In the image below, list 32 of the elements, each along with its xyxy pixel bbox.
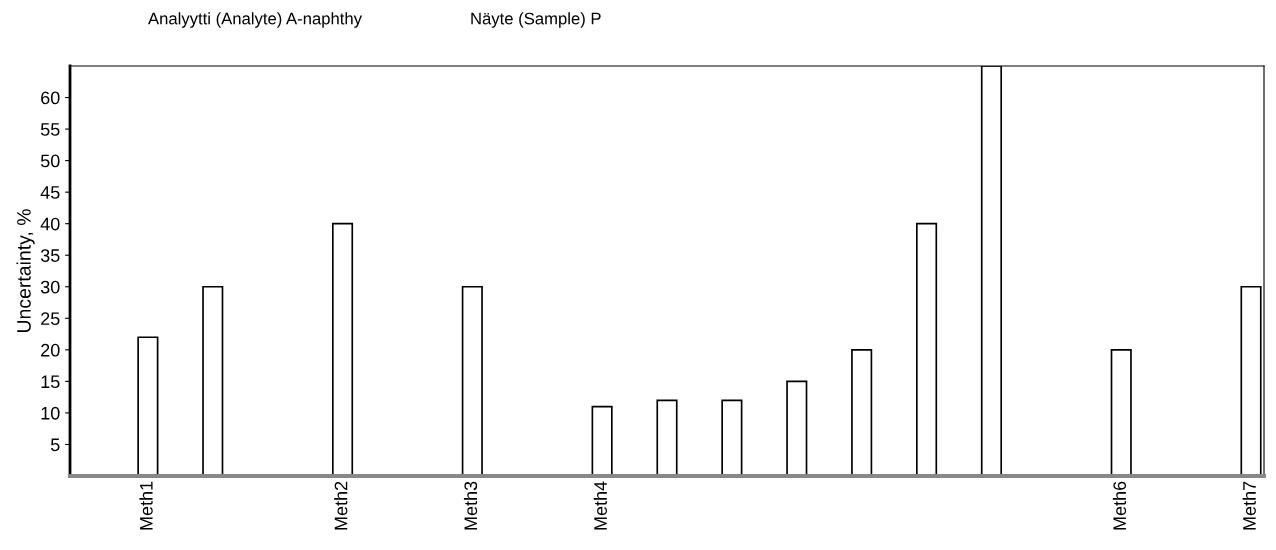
bar [202,285,224,476]
x-tick-label: Meth3 [463,481,478,530]
y-tick-label: 30 [40,280,60,294]
bar [137,336,159,476]
x-tick-label: Meth7 [1242,481,1256,530]
y-tick-label: 50 [40,154,60,168]
x-tick-label: Meth4 [593,481,607,530]
bar [786,380,808,476]
y-tick-label: 60 [41,91,60,105]
y-tick-label: 5 [50,438,60,452]
y-tick-label: 55 [40,123,60,136]
bar [851,349,873,476]
bar [721,399,743,476]
y-tick-label: 35 [40,249,60,262]
y-axis-title: Uncertainty, % [16,209,35,332]
y-tick-label: 20 [41,343,60,357]
bar [915,222,938,476]
x-tick-label: Meth1 [139,481,153,530]
chart-subtitle: Näyte (Sample) P [471,12,601,28]
bar [461,285,483,476]
y-tick-label: 45 [40,186,60,199]
bar [331,222,354,476]
bar [656,399,678,476]
bar [1110,349,1132,476]
y-tick-label: 15 [41,375,60,389]
y-tick-label: 10 [41,406,60,420]
bar [591,405,613,476]
x-tick-label: Meth6 [1112,481,1127,530]
y-tick-label: 40 [40,217,60,231]
x-tick-label: Meth2 [334,481,348,530]
y-tick-label: 25 [41,312,60,326]
chart-title: Analyytti (Analyte) A-naphthy [148,12,362,28]
